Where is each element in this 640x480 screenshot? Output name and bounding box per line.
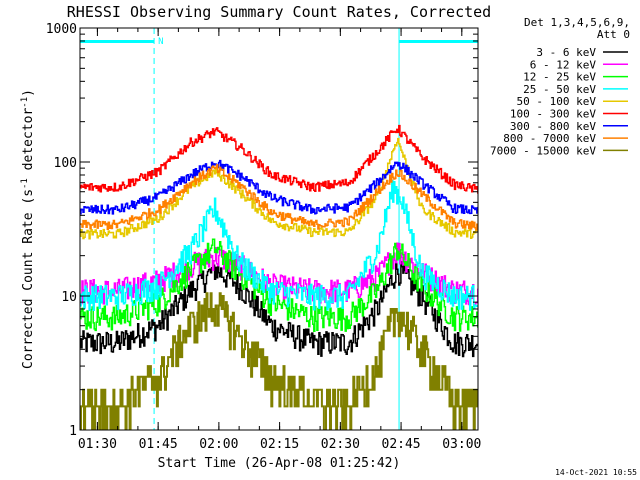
x-tick-label-5: 02:45 <box>382 437 421 452</box>
x-tick-label-6: 03:00 <box>442 437 481 452</box>
legend-label-7: 800 - 7000 keV <box>503 132 596 145</box>
x-tick-label-0: 01:30 <box>78 437 117 452</box>
y-axis-label-tail: detector <box>21 108 36 179</box>
plot-area: N <box>79 27 479 431</box>
y-axis-label-end: ) <box>21 89 36 97</box>
night-bar-label: N <box>158 37 163 47</box>
legend-label-5: 100 - 300 keV <box>510 108 596 121</box>
y-axis-label: Corrected Count Rate (s-1 detector-1) <box>20 89 36 369</box>
series-layer <box>80 124 478 430</box>
y-tick-label-0: 1 <box>69 424 77 439</box>
legend-label-4: 50 - 100 keV <box>517 95 597 108</box>
series-line-0 <box>80 260 478 358</box>
y-tick-label-2: 100 <box>54 156 77 171</box>
legend-label-8: 7000 - 15000 keV <box>490 144 596 157</box>
y-axis: 1 10 100 1000 <box>46 22 478 439</box>
night-bar-1 <box>399 40 478 43</box>
plot-frame <box>79 27 479 431</box>
footer-date: 14-Oct-2021 10:55 <box>555 468 637 477</box>
y-axis-label-sup2: -1 <box>20 97 30 108</box>
x-tick-label-2: 02:00 <box>199 437 238 452</box>
x-tick-label-1: 01:45 <box>139 437 178 452</box>
interval-labels: N <box>158 37 163 47</box>
y-axis-label-main: Corrected Count Rate (s <box>21 189 36 369</box>
x-axis-label: Start Time (26-Apr-08 01:25:42) <box>158 456 401 471</box>
night-bar-0 <box>80 40 155 43</box>
legend-label-6: 300 - 800 keV <box>510 120 596 133</box>
legend-label-1: 6 - 12 keV <box>530 58 597 71</box>
legend-header-line1: Det 1,3,4,5,6,9, <box>524 16 630 29</box>
legend-label-3: 25 - 50 keV <box>523 83 596 96</box>
y-tick-label-1: 10 <box>61 290 77 305</box>
legend-label-0: 3 - 6 keV <box>536 46 596 59</box>
series-line-7 <box>80 164 478 231</box>
y-tick-label-3: 1000 <box>46 22 77 37</box>
series-line-4 <box>80 137 478 240</box>
legend-label-2: 12 - 25 keV <box>523 71 596 84</box>
series-line-3 <box>80 179 478 312</box>
legend-header-line2: Att 0 <box>597 28 630 41</box>
x-tick-label-3: 02:15 <box>260 437 299 452</box>
x-axis: 01:30 01:45 02:00 02:15 02:30 02:45 03:00 <box>78 28 481 452</box>
y-axis-label-sup: -1 <box>20 178 30 189</box>
series-line-8 <box>80 292 478 430</box>
chart-title: RHESSI Observing Summary Count Rates, Co… <box>67 3 491 21</box>
series-line-6 <box>80 159 478 215</box>
interval-markers <box>80 28 478 430</box>
x-tick-label-4: 02:30 <box>321 437 360 452</box>
series-line-5 <box>80 124 478 194</box>
